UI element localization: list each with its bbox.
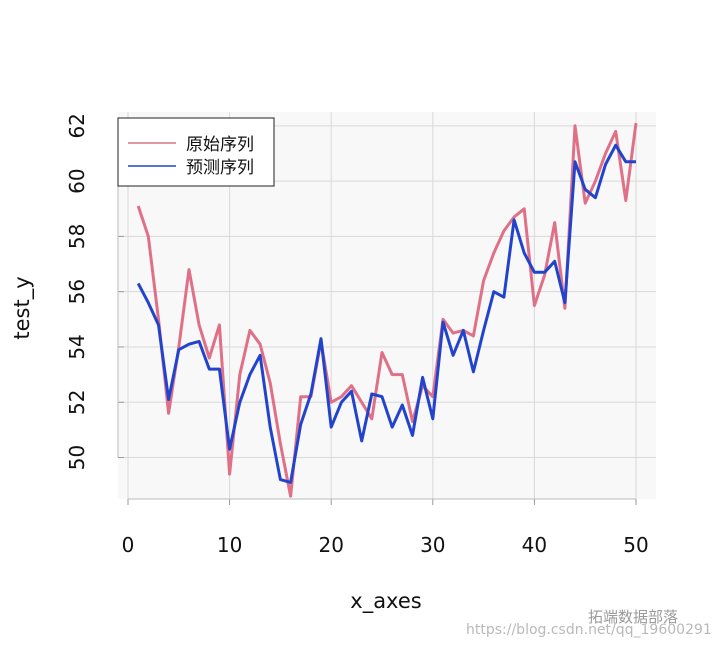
y-tick-label: 60 [65, 168, 89, 193]
legend-label-original: 原始序列 [186, 135, 254, 155]
legend-box [117, 117, 275, 187]
x-tick-label: 50 [623, 533, 648, 557]
y-tick-label: 54 [65, 334, 89, 359]
legend-label-predicted: 预测序列 [186, 158, 254, 178]
y-tick-label: 52 [65, 390, 89, 415]
data-series [136, 122, 638, 498]
x-tick-label: 30 [420, 533, 445, 557]
x-tick-label: 40 [522, 533, 547, 557]
y-tick-label: 56 [65, 279, 89, 304]
y-tick-label: 62 [65, 113, 89, 138]
series-line-original [136, 122, 638, 498]
x-tick-label: 20 [318, 533, 343, 557]
watermark-url: https://blog.csdn.net/qq_19600291 [466, 622, 712, 638]
series-line-predicted [136, 143, 636, 484]
x-tick-label: 0 [122, 533, 135, 557]
legend: 原始序列 预测序列 [117, 117, 275, 187]
y-tick-label: 50 [65, 445, 89, 470]
x-axis-title: x_axes [350, 589, 421, 614]
y-axis-title: test_y [10, 276, 35, 339]
watermark: https://blog.csdn.net/qq_19600291 拓端数据部落 [466, 608, 712, 638]
watermark-brand: 拓端数据部落 [588, 608, 678, 626]
axes: 0 10 20 30 40 50 50 52 54 56 58 60 62 [65, 113, 649, 557]
y-tick-label: 58 [65, 224, 89, 249]
x-tick-label: 10 [217, 533, 242, 557]
